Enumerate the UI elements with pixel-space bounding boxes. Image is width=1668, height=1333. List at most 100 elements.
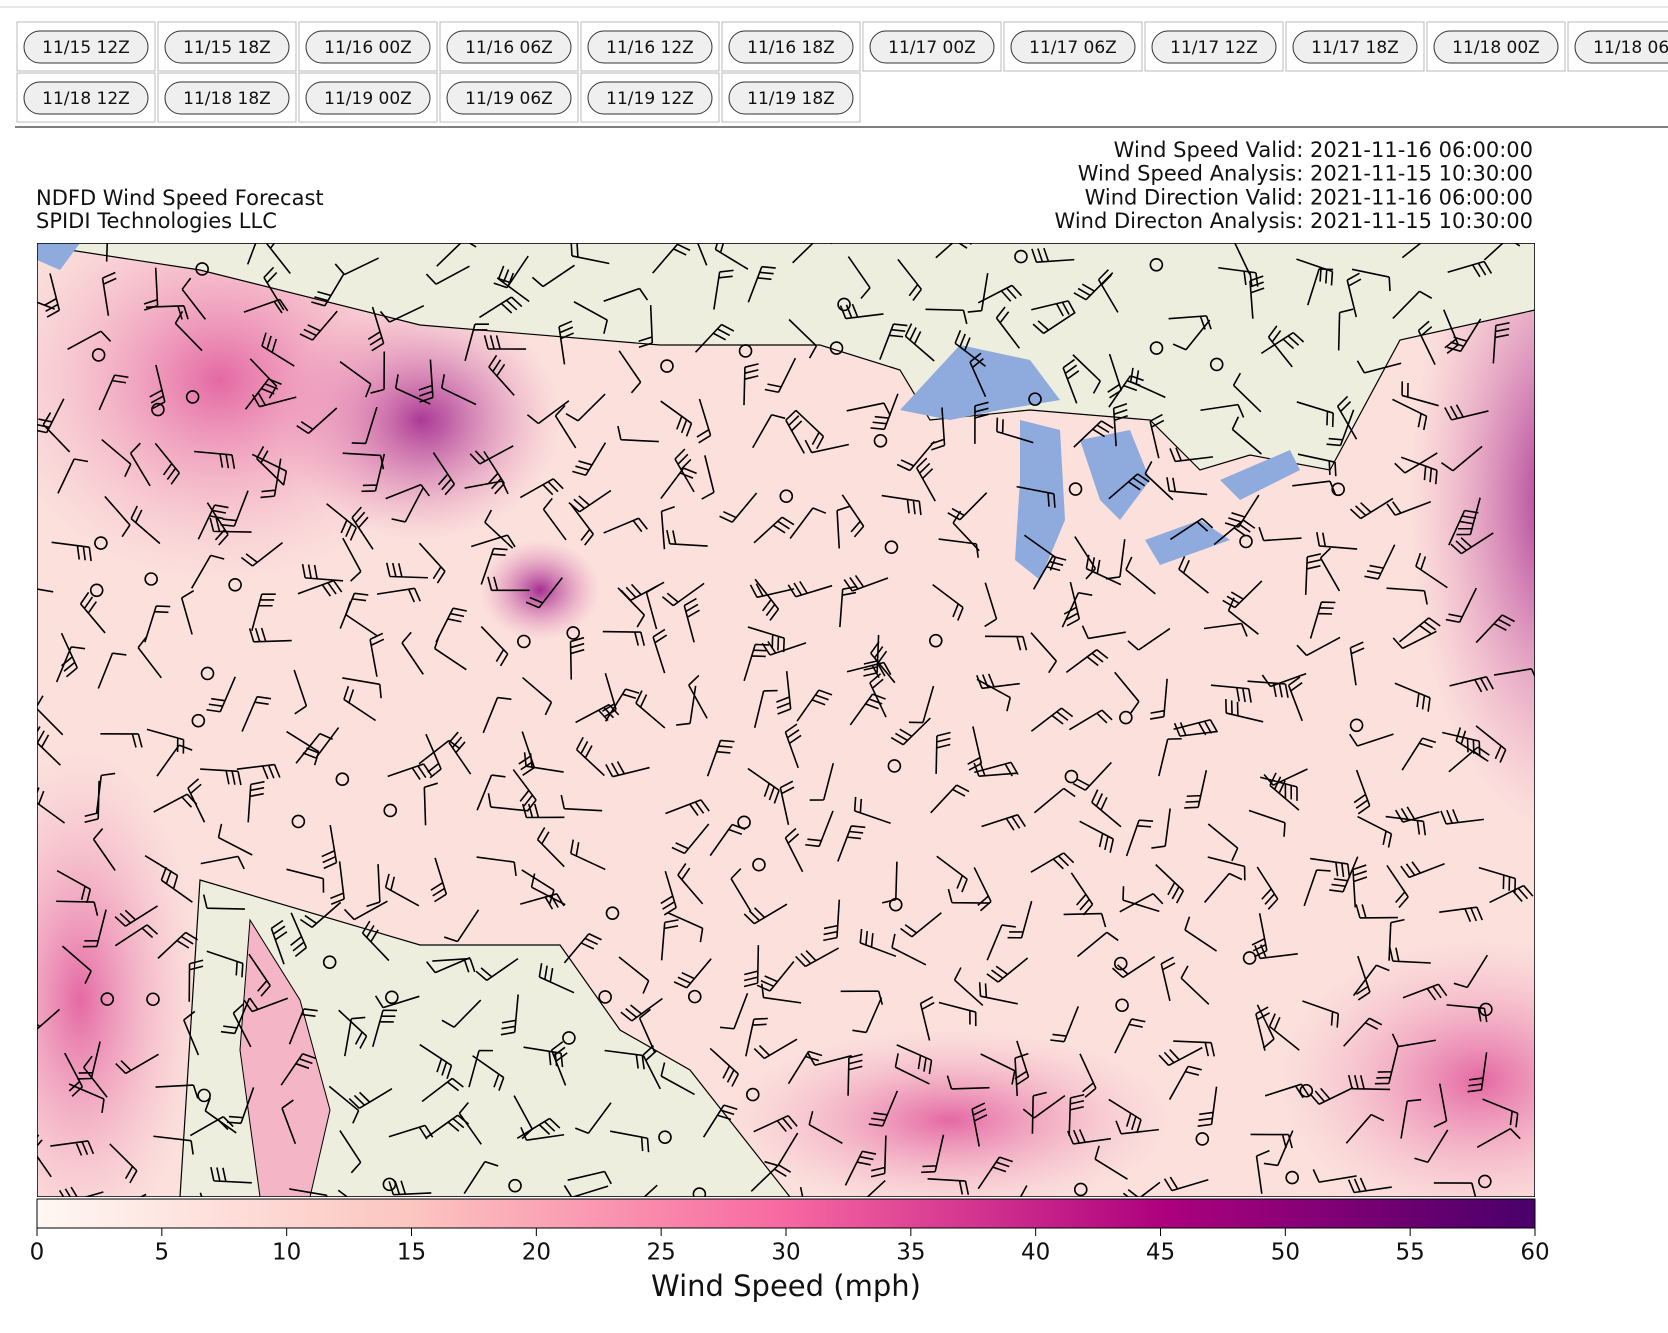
wind-barb [1345,1113,1385,1144]
wind-barb [981,814,1027,831]
calm-marker [508,1178,522,1193]
time-button[interactable]: 11/19 06Z [446,81,572,115]
button-shape[interactable] [728,81,854,115]
time-button[interactable]: 11/18 12Z [23,81,149,115]
calm-marker [517,634,531,649]
wind-barb [51,541,92,562]
wind-barb [1166,477,1208,496]
calm-marker [1242,951,1257,965]
wind-barb [683,597,700,643]
wind-barb [104,495,131,538]
button-label[interactable]: 11/18 12Z [42,89,130,109]
wind-barb [97,652,127,689]
button-label[interactable]: 11/18 18Z [183,89,271,109]
wind-barb [520,1127,565,1142]
button-shape[interactable] [446,81,572,115]
button-label[interactable]: 11/16 12Z [606,38,694,58]
wind-barb [1073,272,1114,301]
button-shape[interactable] [728,30,854,64]
button-label[interactable]: 11/17 18Z [1311,38,1399,58]
button-shape[interactable] [305,30,431,64]
button-label[interactable]: 11/17 12Z [1170,38,1258,58]
button-label[interactable]: 11/18 00Z [1452,38,1540,58]
wind-barb [1180,965,1210,1005]
wind-barb [930,784,970,814]
wind-barb [130,505,161,545]
button-shape[interactable] [164,81,290,115]
button-label[interactable]: 11/15 12Z [42,38,130,58]
wind-barb [1050,1006,1080,1043]
wind-barb [799,1186,804,1197]
wind-barb [1475,725,1507,763]
button-label[interactable]: 11/19 18Z [747,89,835,109]
time-button[interactable]: 11/18 06Z [1574,30,1668,64]
calm-marker [1478,1174,1492,1189]
time-button[interactable]: 11/19 12Z [587,81,713,115]
wind-barb [1475,614,1515,644]
time-button[interactable]: 11/16 18Z [728,30,854,64]
wind-barb [894,1053,930,1085]
wind-barb [1072,761,1112,791]
wind-barb [270,919,288,965]
button-shape[interactable] [23,30,149,64]
wind-barb [789,507,827,539]
wind-barb [1065,649,1109,674]
button-shape[interactable] [164,30,290,64]
wind-barb [1296,636,1341,657]
button-shape[interactable] [305,81,431,115]
time-button[interactable]: 11/16 12Z [587,30,713,64]
button-shape[interactable] [1574,30,1668,64]
button-label[interactable]: 11/16 06Z [465,38,553,58]
wind-barb [1112,402,1128,447]
time-button[interactable]: 11/19 18Z [728,81,854,115]
button-label[interactable]: 11/16 00Z [324,38,412,58]
wind-barb [980,1053,1016,1085]
wind-barb [101,438,132,478]
wind-barb [1249,275,1265,319]
button-shape[interactable] [446,30,572,64]
time-button[interactable]: 11/15 12Z [23,30,149,64]
wind-barb [160,866,193,903]
button-shape[interactable] [869,30,995,64]
calm-marker [335,772,350,787]
wind-barb [351,506,374,550]
button-shape[interactable] [1292,30,1418,64]
wind-barb [1448,509,1479,546]
button-shape[interactable] [1433,30,1559,64]
time-button[interactable]: 11/16 06Z [446,30,572,64]
time-button[interactable]: 11/17 12Z [1151,30,1277,64]
button-label[interactable]: 11/18 06Z [1593,38,1668,58]
wind-barb [384,873,420,907]
button-label[interactable]: 11/15 18Z [183,38,271,58]
button-shape[interactable] [587,81,713,115]
wind-barb [37,301,55,310]
button-shape[interactable] [1151,30,1277,64]
wind-barb [1079,820,1115,853]
time-button[interactable]: 11/19 00Z [305,81,431,115]
wind-barb [645,584,659,630]
calm-marker [660,359,674,373]
wind-barb [1210,684,1252,703]
button-shape[interactable] [23,81,149,115]
colorbar [36,1198,1536,1229]
button-label[interactable]: 11/16 18Z [747,38,835,58]
time-button[interactable]: 11/16 00Z [305,30,431,64]
button-label[interactable]: 11/17 06Z [1029,38,1117,58]
button-shape[interactable] [587,30,713,64]
time-button[interactable]: 11/18 18Z [164,81,290,115]
button-shape[interactable] [1010,30,1136,64]
wind-barb [1158,1046,1203,1067]
wind-barb [563,1185,609,1197]
button-label[interactable]: 11/19 00Z [324,89,412,109]
wind-barb [530,873,566,906]
time-button[interactable]: 11/18 00Z [1433,30,1559,64]
wind-barb [706,739,735,777]
time-button[interactable]: 11/17 18Z [1292,30,1418,64]
button-label[interactable]: 11/19 06Z [465,89,553,109]
wind-barb [1160,956,1176,1002]
time-button[interactable]: 11/17 00Z [869,30,995,64]
button-label[interactable]: 11/19 12Z [606,89,694,109]
time-button[interactable]: 11/15 18Z [164,30,290,64]
button-label[interactable]: 11/17 00Z [888,38,976,58]
time-button[interactable]: 11/17 06Z [1010,30,1136,64]
